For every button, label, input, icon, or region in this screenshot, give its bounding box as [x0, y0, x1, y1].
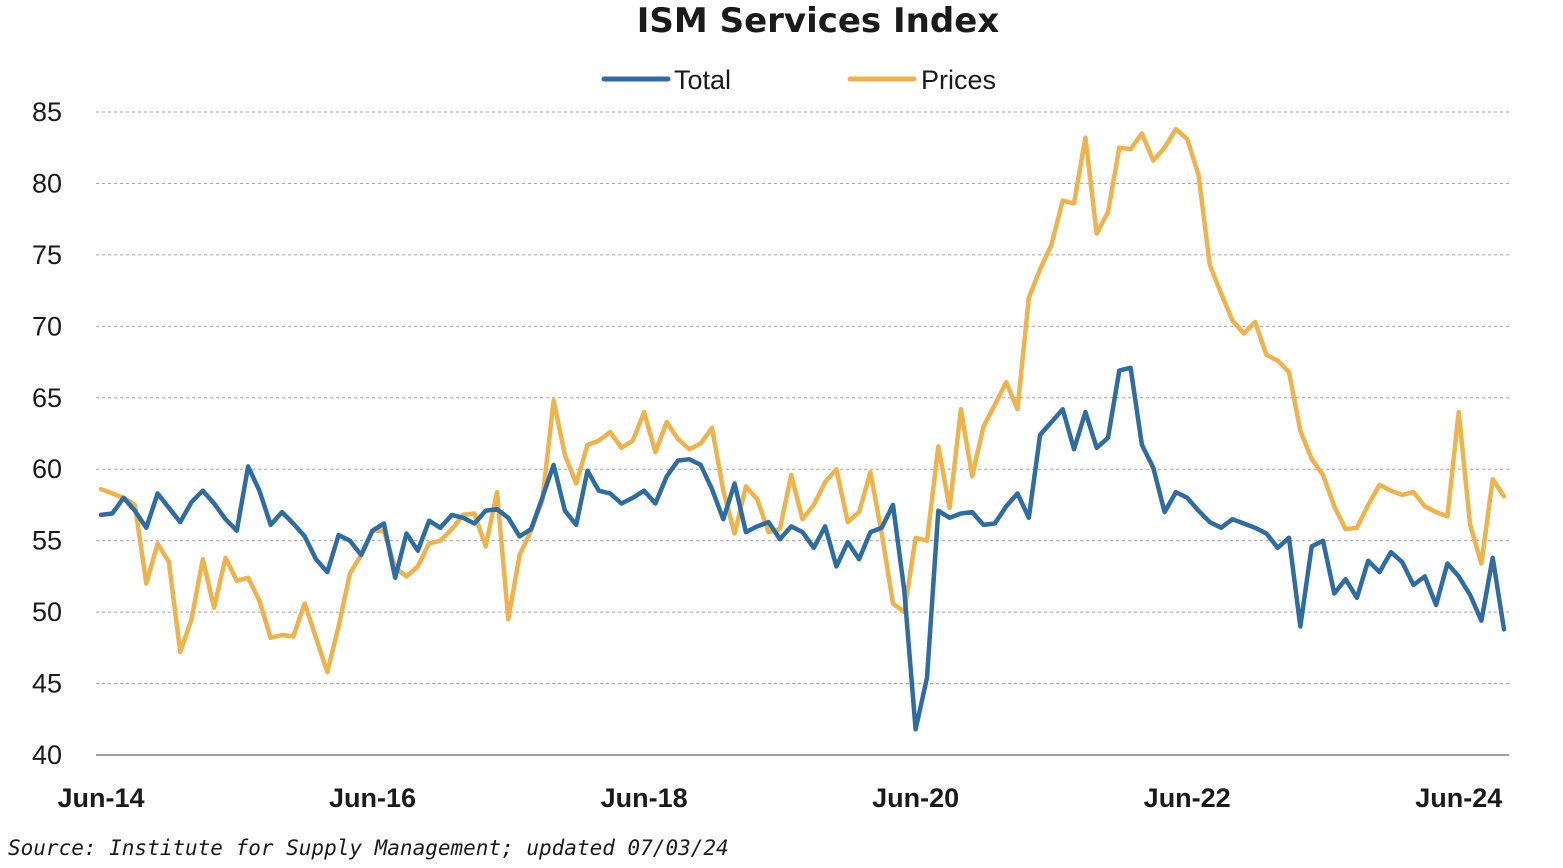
- x-axis-tick-labels: Jun-14 Jun-16 Jun-18 Jun-20 Jun-22 Jun-24: [57, 783, 1502, 813]
- x-tick-label: Jun-20: [872, 783, 959, 813]
- series-lines: [98, 126, 1507, 732]
- x-tick-label: Jun-14: [57, 783, 144, 813]
- x-tick-label: Jun-22: [1144, 783, 1231, 813]
- y-tick-label: 40: [32, 740, 62, 770]
- y-tick-label: 85: [32, 97, 62, 127]
- y-tick-label: 70: [32, 311, 62, 341]
- y-tick-label: 75: [32, 240, 62, 270]
- chart-title: ISM Services Index: [637, 1, 999, 41]
- y-tick-label: 45: [32, 669, 62, 699]
- source-note: Source: Institute for Supply Management;…: [8, 836, 729, 860]
- y-axis-tick-labels: 85 80 75 70 65 60 55 50 45 40: [32, 97, 62, 770]
- series-line-prices: [98, 126, 1507, 675]
- x-tick-label: Jun-24: [1415, 783, 1502, 813]
- y-tick-label: 60: [32, 454, 62, 484]
- legend-label-prices: Prices: [921, 65, 996, 95]
- x-tick-label: Jun-18: [601, 783, 688, 813]
- x-tick-label: Jun-16: [329, 783, 416, 813]
- legend-label-total: Total: [674, 65, 731, 95]
- y-tick-label: 65: [32, 383, 62, 413]
- y-tick-label: 80: [32, 168, 62, 198]
- series-line-total: [98, 365, 1507, 732]
- legend: Total Prices: [601, 65, 996, 95]
- y-tick-label: 55: [32, 526, 62, 556]
- gridlines: [96, 111, 1509, 756]
- y-tick-label: 50: [32, 597, 62, 627]
